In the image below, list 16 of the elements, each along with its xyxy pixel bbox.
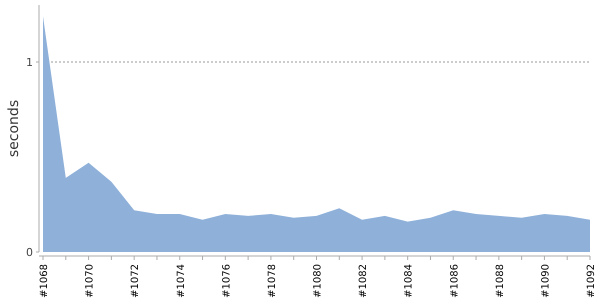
x-tick-label: #1090 [540,264,552,298]
x-tick-label: #1086 [449,264,460,298]
x-tick-label: #1074 [176,264,187,298]
x-tick-label: #1078 [266,264,278,298]
y-tick-label: 1 [26,56,33,69]
x-tick-label: #1070 [84,264,96,298]
y-axis-title: seconds [6,100,22,158]
x-tick-label: #1088 [494,264,506,298]
x-tick-label: #1084 [404,264,415,298]
x-tick-label: #1082 [358,264,370,298]
x-tick-label: #1072 [130,264,142,298]
x-tick-label: #1076 [221,264,232,298]
x-tick-label: #1080 [312,264,324,298]
y-tick-label: 0 [26,246,33,259]
x-tick-label: #1068 [39,264,50,298]
x-tick-label: #1092 [586,264,597,298]
